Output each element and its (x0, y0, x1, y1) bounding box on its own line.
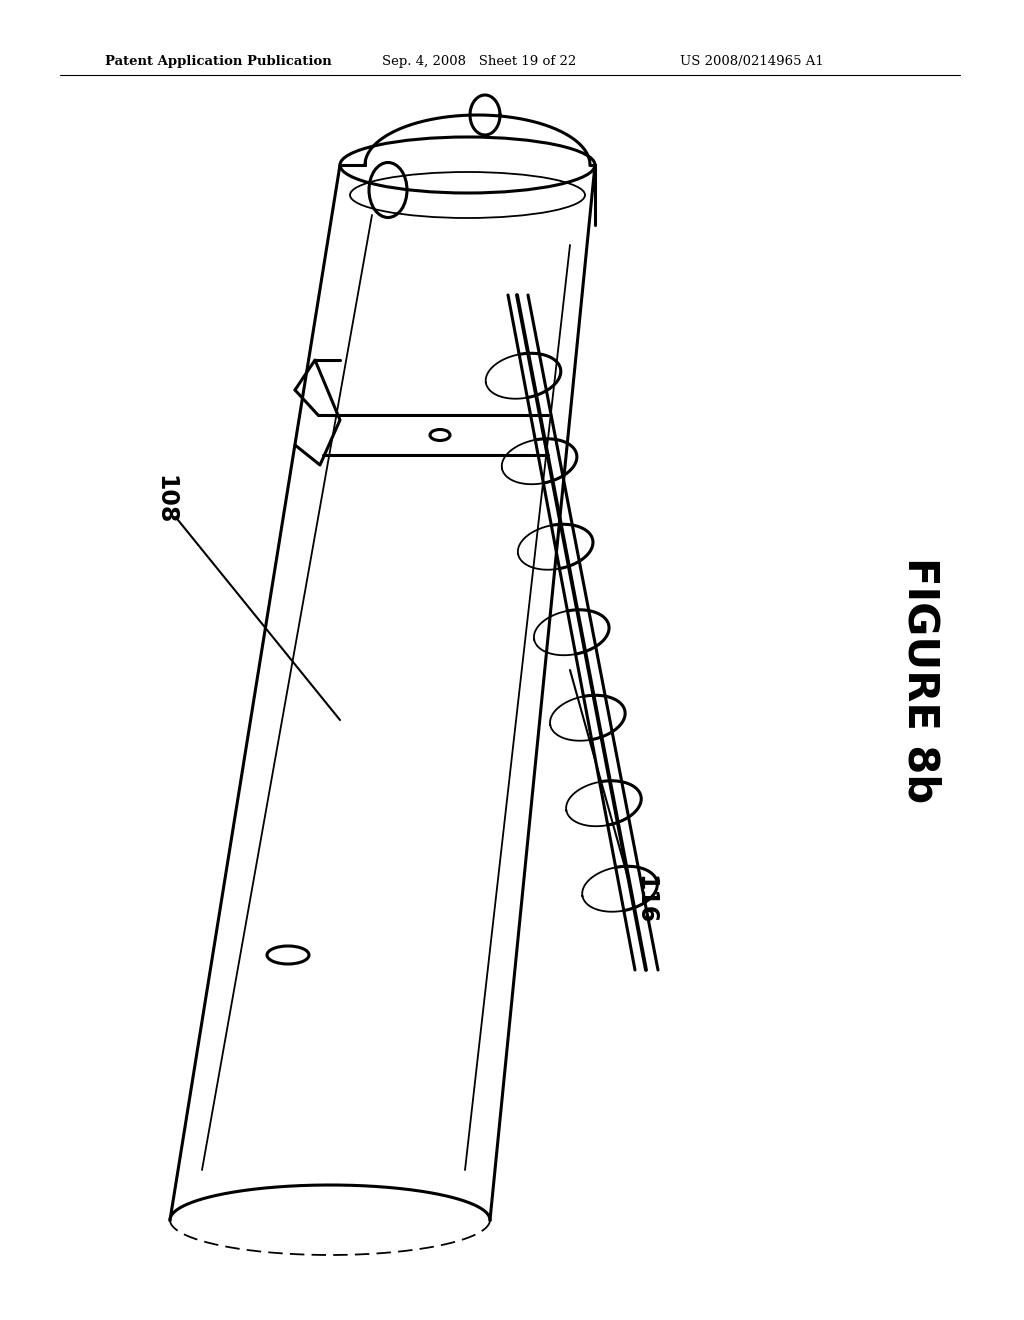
Text: 108: 108 (153, 475, 177, 524)
Text: US 2008/0214965 A1: US 2008/0214965 A1 (680, 55, 823, 69)
Text: FIGURE 8b: FIGURE 8b (899, 557, 941, 803)
Text: Patent Application Publication: Patent Application Publication (105, 55, 332, 69)
Text: Sep. 4, 2008   Sheet 19 of 22: Sep. 4, 2008 Sheet 19 of 22 (382, 55, 577, 69)
Text: 116: 116 (633, 875, 657, 924)
